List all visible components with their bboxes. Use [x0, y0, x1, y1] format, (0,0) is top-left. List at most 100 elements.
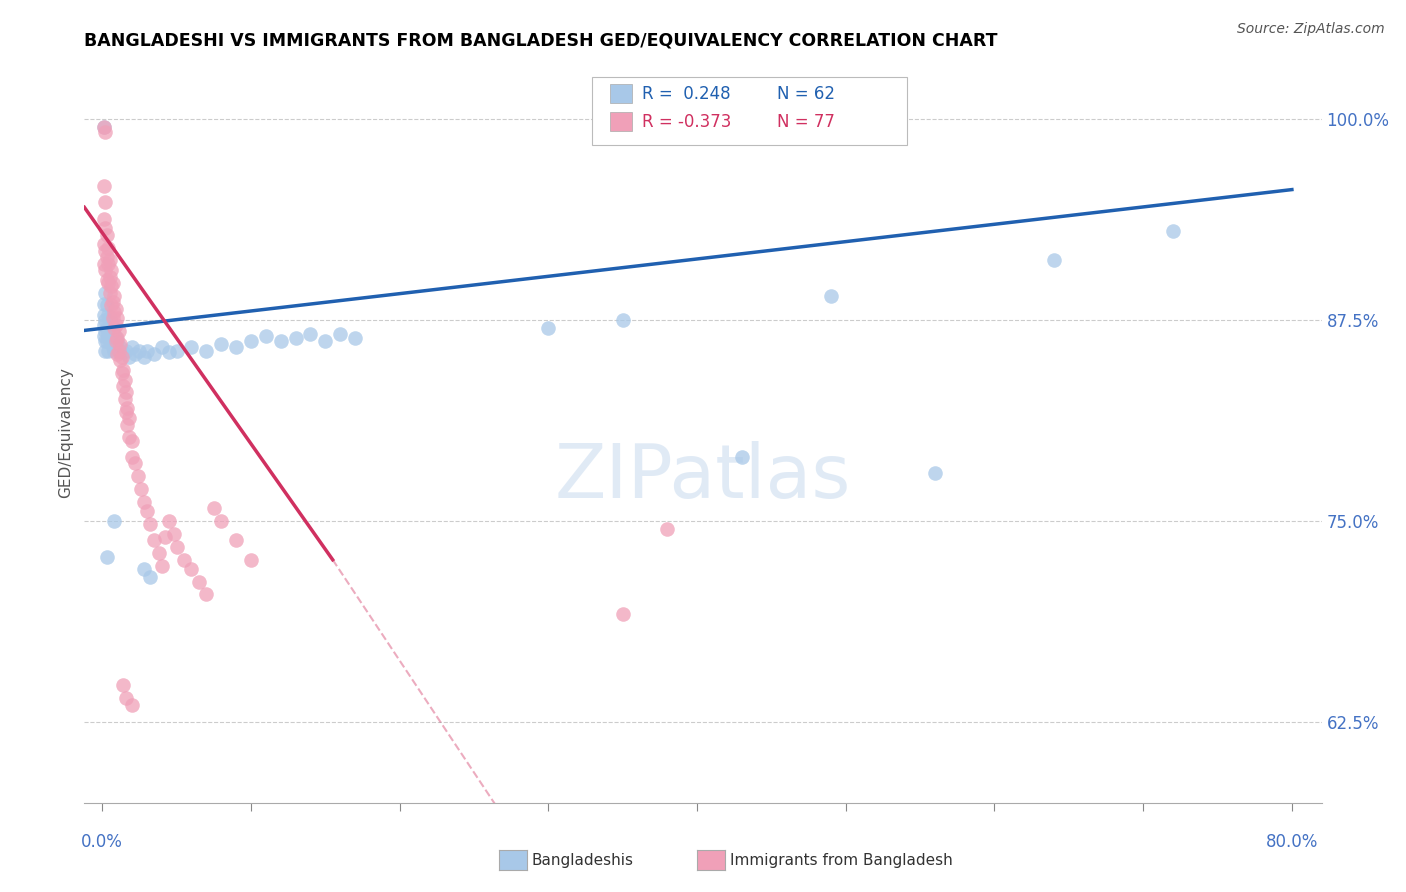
Point: [94, 324, 117, 338]
Point: [94, 221, 117, 235]
Point: [107, 324, 129, 338]
Point: [343, 331, 366, 345]
Point: [96, 549, 118, 564]
Point: [105, 311, 128, 326]
Point: [284, 331, 307, 345]
Point: [94, 343, 117, 358]
Point: [105, 347, 128, 361]
Point: [101, 276, 124, 290]
Point: [107, 343, 129, 358]
Point: [96, 321, 118, 335]
Text: Source: ZipAtlas.com: Source: ZipAtlas.com: [1237, 22, 1385, 37]
Point: [101, 340, 124, 354]
Point: [96, 298, 118, 312]
Point: [299, 327, 322, 342]
Point: [93, 120, 115, 134]
Point: [98, 253, 121, 268]
Point: [112, 379, 135, 393]
Point: [657, 522, 679, 536]
Point: [112, 678, 135, 692]
Point: [270, 334, 292, 348]
Point: [115, 343, 138, 358]
Point: [98, 269, 121, 284]
Point: [94, 313, 117, 327]
Point: [537, 321, 560, 335]
Point: [93, 297, 115, 311]
FancyBboxPatch shape: [610, 112, 633, 131]
Point: [924, 466, 946, 480]
Point: [101, 295, 124, 310]
Point: [118, 350, 141, 364]
Point: [143, 347, 166, 361]
Point: [93, 308, 115, 322]
Point: [94, 125, 117, 139]
Point: [132, 495, 155, 509]
Point: [96, 250, 118, 264]
Text: R = -0.373: R = -0.373: [643, 112, 731, 130]
Point: [329, 327, 352, 342]
Point: [94, 263, 117, 277]
Point: [96, 334, 118, 348]
Point: [124, 347, 146, 361]
Point: [97, 327, 120, 342]
Point: [121, 450, 143, 464]
Point: [202, 501, 225, 516]
Point: [132, 562, 155, 576]
Point: [103, 321, 125, 335]
Point: [97, 240, 120, 254]
Point: [108, 337, 131, 351]
Point: [239, 334, 262, 348]
Point: [225, 533, 247, 548]
Point: [129, 482, 152, 496]
Point: [115, 405, 138, 419]
Point: [94, 285, 117, 300]
Point: [239, 553, 262, 567]
Point: [121, 340, 143, 354]
Point: [135, 504, 157, 518]
Point: [612, 313, 634, 327]
Text: R =  0.248: R = 0.248: [643, 85, 731, 103]
Point: [153, 530, 176, 544]
Point: [118, 430, 141, 444]
Point: [127, 469, 149, 483]
Point: [105, 331, 128, 345]
Point: [104, 331, 127, 345]
Text: ZIPatlas: ZIPatlas: [555, 441, 851, 514]
Point: [94, 334, 117, 348]
Point: [98, 334, 121, 348]
Point: [118, 411, 141, 425]
Point: [139, 570, 162, 584]
Point: [121, 434, 143, 448]
Point: [115, 385, 138, 400]
Point: [94, 195, 117, 210]
Text: 80.0%: 80.0%: [1265, 833, 1317, 851]
Point: [108, 340, 131, 354]
Point: [114, 392, 136, 406]
Point: [110, 350, 132, 364]
Point: [254, 329, 277, 343]
Point: [117, 401, 139, 416]
Point: [100, 334, 122, 348]
Point: [103, 289, 125, 303]
Text: Immigrants from Bangladesh: Immigrants from Bangladesh: [730, 854, 952, 868]
Point: [1161, 224, 1184, 238]
Point: [1043, 253, 1066, 268]
Point: [98, 285, 121, 300]
Point: [157, 514, 180, 528]
Point: [139, 517, 162, 532]
Point: [114, 372, 136, 386]
Point: [108, 353, 131, 368]
Point: [124, 456, 146, 470]
Point: [93, 257, 115, 271]
Point: [121, 698, 143, 712]
Point: [157, 345, 180, 359]
Text: Bangladeshis: Bangladeshis: [531, 854, 634, 868]
Point: [96, 273, 118, 287]
Point: [97, 276, 120, 290]
Point: [225, 340, 247, 354]
Point: [100, 314, 122, 328]
Point: [100, 263, 122, 277]
Point: [148, 546, 170, 560]
Point: [97, 308, 120, 322]
Point: [150, 340, 173, 354]
